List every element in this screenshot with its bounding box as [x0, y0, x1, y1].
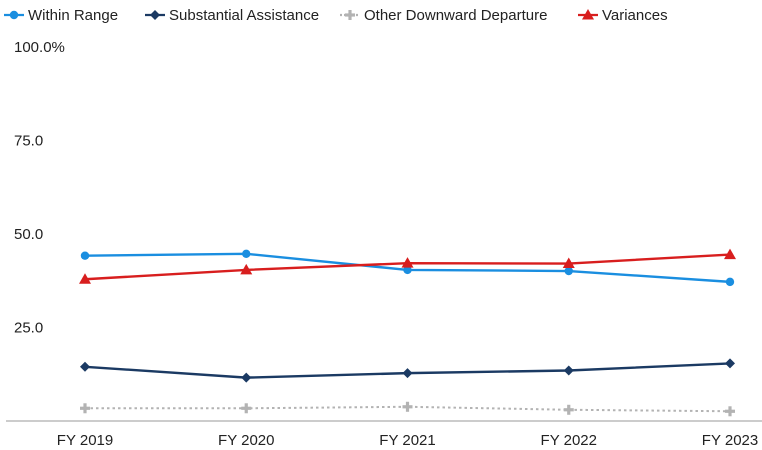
- y-tick-label: 50.0: [14, 226, 43, 243]
- data-point-other-downward-departure: [725, 406, 735, 417]
- data-point-other-downward-departure-v: [244, 403, 248, 414]
- legend: Within Range Substantial Assistance Other …: [4, 7, 668, 24]
- data-point-variances: [562, 257, 575, 269]
- data-point-within-range: [80, 251, 90, 260]
- data-point-other-downward-departure-v: [567, 404, 571, 415]
- data-point-substantial-assistance: [80, 361, 90, 372]
- data-point-substantial-assistance: [402, 368, 413, 379]
- legend-swatch-marker: [582, 9, 594, 20]
- x-axis: FY 2019 FY 2020 FY 2021 FY 2022 FY 2023: [57, 432, 758, 449]
- y-tick-label: 75.0: [14, 133, 43, 150]
- data-point-variances: [724, 248, 736, 260]
- x-tick-label: FY 2023: [702, 432, 758, 449]
- legend-item-substantial-assistance: Substantial Assistance: [145, 7, 319, 24]
- x-tick-label: FY 2019: [57, 432, 113, 449]
- x-tick-label: FY 2022: [541, 432, 597, 449]
- data-point-other-downward-departure-v: [728, 406, 732, 417]
- data-point-variances: [240, 263, 253, 275]
- data-point-within-range: [403, 265, 412, 275]
- data-point-substantial-assistance: [241, 372, 252, 383]
- data-point-variances: [401, 257, 414, 268]
- legend-label: Substantial Assistance: [169, 7, 319, 24]
- data-point-within-range: [564, 266, 573, 276]
- data-point-other-downward-departure-v: [83, 403, 87, 414]
- data-point-substantial-assistance: [563, 365, 574, 376]
- legend-item-variances: Variances: [578, 7, 668, 24]
- y-axis: 100.0% 75.0 50.0 25.0: [14, 39, 65, 337]
- y-tick-label: 100.0%: [14, 39, 65, 56]
- legend-item-other-downward-departure: Other Downward Departure: [340, 7, 547, 24]
- x-tick-label: FY 2021: [379, 432, 435, 449]
- data-point-other-downward-departure: [563, 404, 574, 415]
- legend-swatch-marker: [345, 10, 355, 20]
- data-point-other-downward-departure-v: [405, 401, 410, 412]
- legend-item-within-range: Within Range: [4, 7, 118, 24]
- data-point-other-downward-departure: [80, 403, 90, 414]
- legend-label: Variances: [602, 7, 668, 24]
- data-point-other-downward-departure: [241, 403, 252, 414]
- legend-label: Other Downward Departure: [364, 7, 547, 24]
- data-point-substantial-assistance: [725, 358, 735, 369]
- y-tick-label: 25.0: [14, 320, 43, 337]
- series-lines: [84, 252, 731, 413]
- legend-swatch-marker-v: [348, 10, 352, 20]
- data-point-within-range: [242, 249, 251, 259]
- x-tick-label: FY 2020: [218, 432, 274, 449]
- data-point-variances: [79, 273, 91, 284]
- legend-swatch-marker: [150, 10, 160, 20]
- legend-label: Within Range: [28, 7, 118, 24]
- data-point-within-range: [725, 277, 735, 287]
- series-markers: [79, 248, 736, 417]
- legend-swatch-marker: [9, 10, 19, 20]
- data-point-other-downward-departure: [402, 401, 413, 412]
